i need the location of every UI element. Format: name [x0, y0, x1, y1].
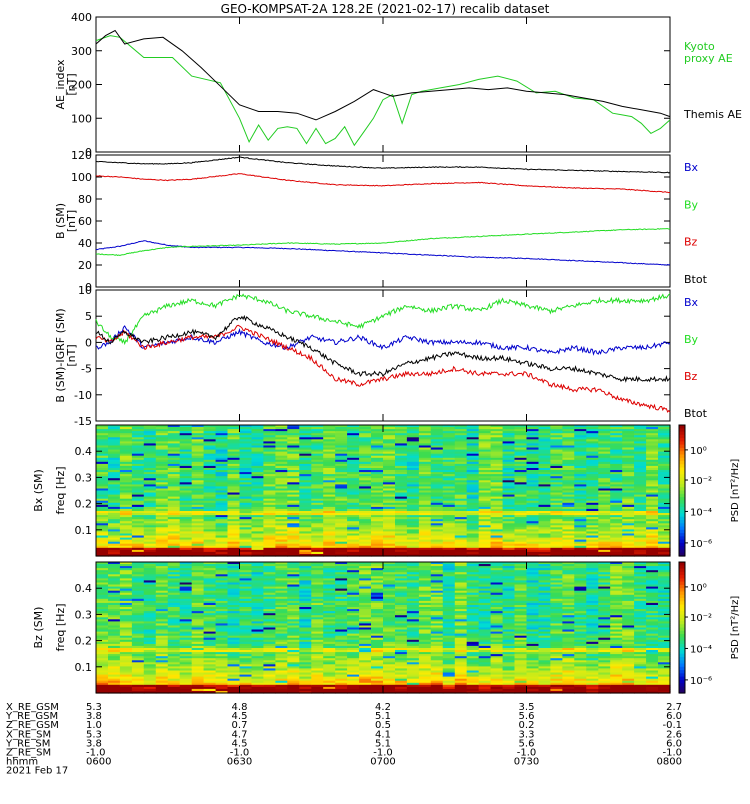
spec_bx-heatmap [96, 425, 671, 557]
legend-line: Bz [684, 236, 698, 249]
y-tick-label: 80 [78, 193, 92, 206]
ylabel-line: [nT] [65, 73, 78, 95]
series-line-bx [96, 326, 670, 354]
spec_bx-ylabel: Bx (SM) [32, 469, 45, 512]
y-tick-label: 0.3 [75, 471, 93, 484]
series-line-themis-ae [96, 31, 670, 120]
legend-line: Bx [684, 161, 699, 174]
y-tick-label: 60 [78, 215, 92, 228]
colorbar-tick-label: 10⁻⁴ [690, 507, 712, 518]
figure-title: GEO-KOMPSAT-2A 128.2E (2021-02-17) recal… [221, 2, 550, 16]
legend-label: Themis AE [683, 108, 742, 121]
y-tick-label: 5 [85, 310, 92, 323]
legend-label: Bz [684, 236, 698, 249]
legend-line: Btot [684, 407, 708, 420]
series-line-bx [96, 241, 670, 266]
y-tick-label: -10 [74, 389, 92, 402]
legend-label: Btot [684, 273, 708, 286]
y-tick-label: 120 [71, 149, 92, 162]
legend-label: By [684, 333, 699, 346]
y-tick-label: 100 [71, 171, 92, 184]
colorbar-tick-label: 10⁰ [690, 446, 707, 457]
bsm-ylabel: B (SM)[nT] [54, 203, 78, 239]
ylabel-line: [nT] [65, 210, 78, 232]
y-tick-label: 0.1 [75, 524, 93, 537]
legend-label: Bx [684, 296, 699, 309]
legend-line: By [684, 333, 699, 346]
y-tick-label: -15 [74, 415, 92, 428]
legend-line: Bx [684, 296, 699, 309]
legend-label: Btot [684, 407, 708, 420]
ylabel-line: [nT] [65, 344, 78, 366]
legend-label: Bx [684, 161, 699, 174]
dbsm-frame [96, 290, 670, 421]
colorbar-tick-label: 10⁻² [690, 476, 712, 487]
legend-label: Bz [684, 370, 698, 383]
ylabel-line: freq [Hz] [54, 466, 67, 514]
y-tick-label: 40 [78, 237, 92, 250]
spec_bx-ylabel2: freq [Hz] [54, 466, 67, 514]
spec_bx-colorbar: 10⁰ 10⁻² 10⁻⁴ 10⁻⁶ PSD [nT²/Hz] [679, 425, 741, 557]
y-tick-label: 300 [71, 45, 92, 58]
colorbar-label: PSD [nT²/Hz] [730, 459, 741, 523]
colorbar-tick-label: 10⁻⁶ [690, 539, 712, 550]
legend-line: Btot [684, 273, 708, 286]
series-line-by [96, 294, 670, 344]
y-tick-label: 20 [78, 259, 92, 272]
legend-line: Bz [684, 370, 698, 383]
spec_bz-heatmap [96, 562, 671, 694]
y-tick-label: 10 [78, 284, 92, 297]
y-tick-label: 100 [71, 112, 92, 125]
series-line-kyoto-proxy-ae [96, 36, 670, 146]
series-line-bz [96, 174, 670, 193]
legend-line: By [684, 198, 699, 211]
y-tick-label: 0.2 [75, 498, 93, 511]
ae-ylabel: AE_index[nT] [54, 59, 78, 110]
y-tick-label: 0 [85, 336, 92, 349]
y-tick-label: -5 [81, 363, 92, 376]
y-tick-label: 0.4 [75, 445, 93, 458]
series-line-by [96, 229, 670, 256]
ae-frame [96, 17, 670, 152]
legend-label: By [684, 198, 699, 211]
ylabel-line: Bx (SM) [32, 469, 45, 512]
bsm-frame [96, 155, 670, 287]
legend-line: proxy AE [684, 52, 733, 65]
y-tick-label: 400 [71, 11, 92, 24]
legend-line: Themis AE [683, 108, 742, 121]
